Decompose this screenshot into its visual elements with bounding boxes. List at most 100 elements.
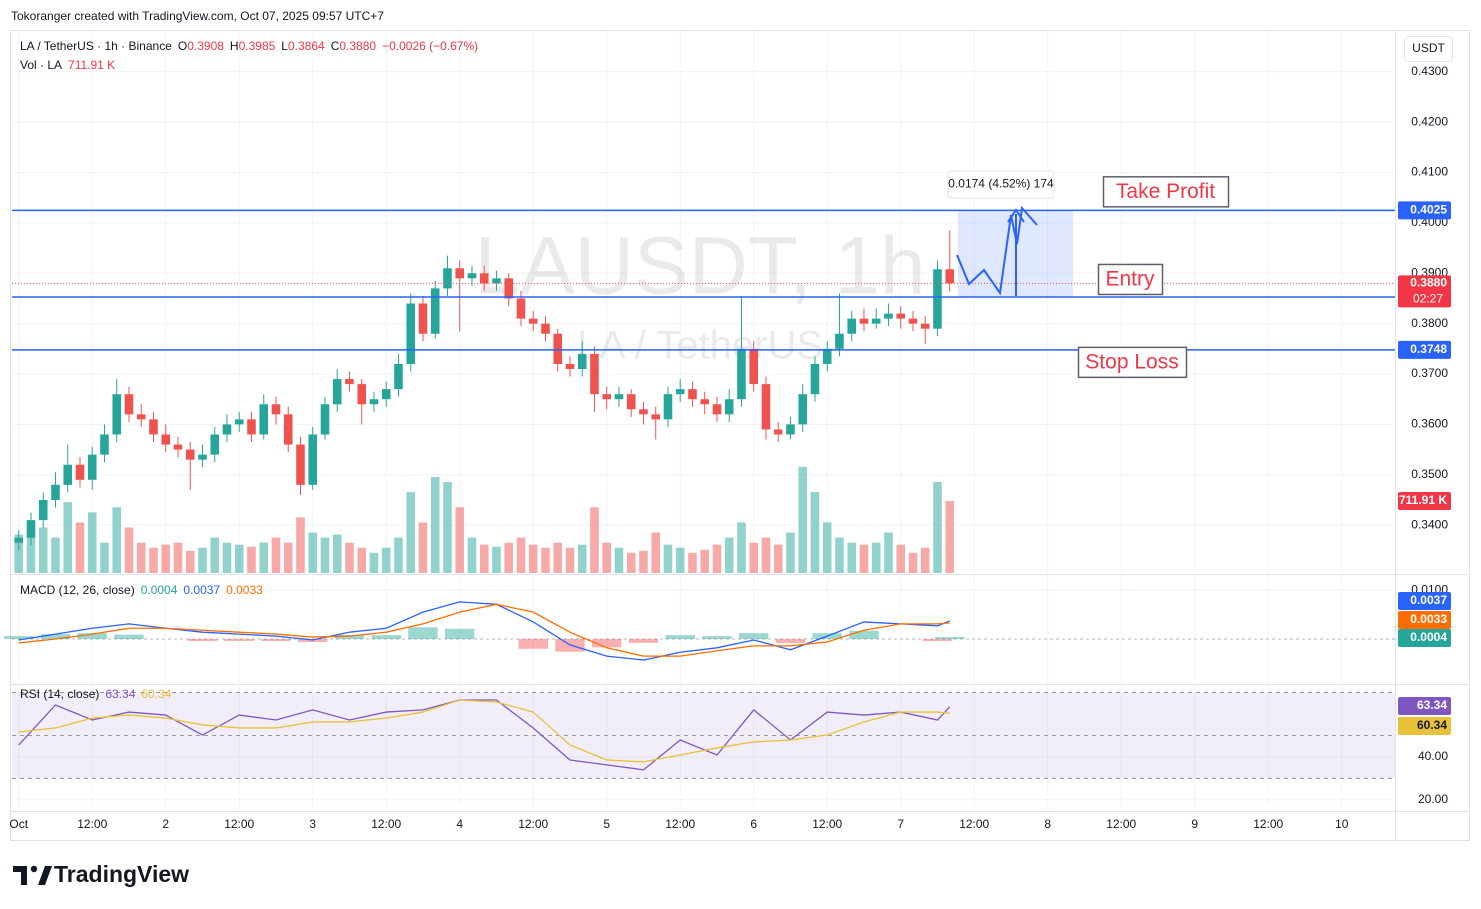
candle-body — [222, 424, 232, 435]
candle-body — [822, 348, 832, 364]
candle-body — [161, 434, 171, 445]
volume-bar — [724, 537, 734, 573]
projection-path — [956, 205, 1038, 296]
volume-bar — [63, 502, 73, 573]
currency-button[interactable] — [1404, 36, 1453, 62]
logo-mark — [13, 866, 52, 885]
candle-body — [835, 333, 844, 349]
candle-body — [553, 333, 563, 364]
macd-histogram-bar — [922, 639, 953, 641]
measure-arrowhead — [1007, 208, 1025, 223]
candle-body — [418, 303, 428, 334]
x-tick-label: 8 — [1044, 817, 1051, 831]
candle-body — [504, 278, 514, 299]
rsi-badge — [1398, 717, 1451, 735]
macd-histogram-bar — [849, 630, 879, 640]
volume-bar — [394, 537, 403, 573]
macd-label: 0.0033 — [1410, 612, 1447, 626]
candle-body — [271, 404, 281, 415]
rsi-legend: RSI (14, close) 63.34 60.34 — [20, 687, 172, 701]
x-tick-label: 9 — [1191, 817, 1198, 831]
candle-body — [357, 384, 367, 405]
macd-histogram-bar — [665, 635, 695, 640]
volume-bar — [467, 537, 477, 573]
volume-bar — [345, 542, 354, 573]
candle-body — [786, 424, 795, 435]
macd-histogram-bar — [334, 635, 365, 640]
candle-body — [920, 323, 930, 329]
macd-legend: MACD (12, 26, close) 0.0004 0.0037 0.0033 — [20, 583, 263, 597]
watermark-sub: LA / TetherUS — [577, 324, 823, 368]
macd-value: 0.0037 — [183, 583, 220, 597]
candle-body — [810, 363, 820, 395]
candle-body — [443, 268, 452, 289]
candle-body — [247, 419, 256, 435]
candle-body — [773, 429, 783, 435]
y-tick-label: 0.3400 — [1411, 517, 1448, 531]
volume-bar — [308, 532, 318, 573]
candle-body — [467, 273, 477, 279]
volume-bar — [418, 522, 428, 573]
macd-histogram-bar — [187, 639, 218, 641]
level-name: Stop Loss — [1085, 350, 1178, 373]
candle-body — [320, 404, 330, 435]
candle-body — [626, 394, 636, 410]
volume-bar — [577, 544, 587, 573]
candle-body — [859, 318, 869, 324]
volume-bar — [749, 542, 759, 573]
volume-bar — [14, 534, 24, 573]
volume-bar — [210, 537, 220, 573]
macd-histogram-bar — [592, 639, 622, 648]
candle-body — [639, 409, 648, 415]
macd-histogram-bar — [40, 634, 71, 640]
candle-body — [798, 394, 808, 425]
volume-bar — [259, 542, 269, 573]
x-tick-label: 4 — [456, 817, 463, 831]
level-name-box — [1077, 346, 1188, 379]
volume-bar — [663, 544, 673, 573]
volume-bar — [822, 522, 832, 573]
volume-bar — [149, 547, 158, 573]
frame — [10, 30, 1470, 841]
volume-bar — [320, 537, 330, 573]
currency[interactable]: USDT — [1412, 41, 1445, 55]
projection-drawing: 0.0174 (4.52%) 174 — [947, 170, 1055, 296]
macd-histogram-bar — [445, 628, 475, 640]
volume-bar — [516, 537, 526, 573]
rsi-value: 63.34 — [105, 687, 135, 701]
volume-bar — [185, 550, 195, 573]
volume-bar — [602, 542, 612, 573]
volume-bar — [198, 547, 207, 573]
volume-value: 711.91 K — [68, 58, 115, 72]
candle-body — [332, 379, 342, 405]
rsi-line — [18, 699, 950, 763]
candle-body — [112, 394, 122, 435]
ohlc-key: O — [178, 39, 187, 53]
candle-body — [259, 404, 269, 435]
level-name-box — [1102, 176, 1230, 208]
macd-badge — [1398, 629, 1451, 647]
volume-bar — [51, 537, 60, 573]
volume-bar — [296, 517, 305, 573]
volume-bar — [565, 547, 575, 573]
volume-bar — [381, 547, 391, 573]
candle-body — [51, 484, 60, 500]
measure-label: 0.0174 (4.52%) 174 — [948, 177, 1054, 191]
candle-body — [737, 348, 746, 400]
macd-histogram-bar — [77, 633, 107, 640]
brand: TradingView — [54, 861, 189, 887]
macd-title: MACD (12, 26, close) — [20, 583, 135, 597]
grid — [12, 31, 1395, 810]
macd-histogram-bar — [114, 634, 144, 640]
x-tick-label: 12:00 — [77, 817, 107, 831]
candle-body — [614, 394, 624, 400]
x-tick-label: 12:00 — [1106, 817, 1136, 831]
macd-histogram-bar — [702, 636, 732, 640]
volume-bar — [896, 544, 906, 573]
candle-body — [455, 268, 465, 279]
volume-bar — [541, 547, 550, 573]
y-tick-label: 0.4100 — [1411, 165, 1448, 179]
level-badge — [1398, 340, 1451, 359]
last-price-badge — [1398, 275, 1451, 308]
y-tick-label: 40.00 — [1418, 749, 1448, 763]
